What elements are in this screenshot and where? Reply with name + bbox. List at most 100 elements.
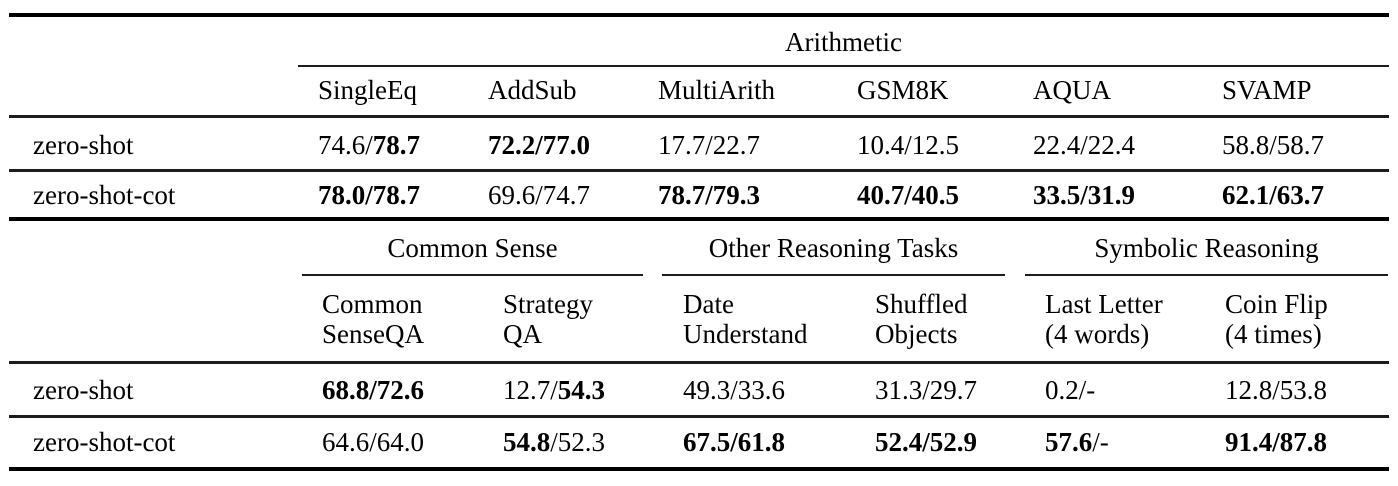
score-cell: 91.4/87.8 xyxy=(1225,428,1327,456)
header-line: Shuffled xyxy=(875,289,968,319)
score-first: 68.8 xyxy=(322,375,370,405)
score-first: 12.7 xyxy=(503,375,551,405)
header-line: Date xyxy=(683,289,734,319)
score-slash: / xyxy=(904,180,912,210)
score-slash: / xyxy=(535,180,543,210)
score-first: 72.2 xyxy=(488,130,536,160)
row-label: zero-shot xyxy=(33,375,134,405)
score-slash: / xyxy=(369,375,377,405)
score-cell: 68.8/72.6 xyxy=(322,376,424,404)
score-slash: / xyxy=(550,375,558,405)
score-second: 22.7 xyxy=(712,130,761,160)
score-second: 33.6 xyxy=(737,375,786,405)
score-slash: / xyxy=(922,375,930,405)
score-second: 64.0 xyxy=(376,427,425,457)
score-cell: 64.6/64.0 xyxy=(322,428,424,456)
score-slash: / xyxy=(730,375,738,405)
score-cell: 40.7/40.5 xyxy=(857,181,959,209)
score-second: 29.7 xyxy=(929,375,978,405)
score-first: 74.6 xyxy=(318,130,366,160)
group-header-symbolic-reasoning: Symbolic Reasoning xyxy=(1094,233,1319,263)
other-reasoning-underline xyxy=(662,274,1005,276)
score-cell: 54.8/52.3 xyxy=(503,428,605,456)
score-slash: / xyxy=(1092,427,1100,457)
score-slash: / xyxy=(1272,427,1280,457)
bottom-header-rule xyxy=(9,361,1389,364)
score-first: 58.8 xyxy=(1222,130,1270,160)
score-slash: / xyxy=(705,180,713,210)
top-zero-shot-row: zero-shot 74.6/78.7 72.2/77.0 17.7/22.7 … xyxy=(0,131,1398,159)
common-sense-underline xyxy=(302,274,643,276)
score-slash: / xyxy=(365,130,373,160)
group-header-arithmetic: Arithmetic xyxy=(785,27,902,57)
score-second: - xyxy=(1099,427,1109,457)
score-second: 79.3 xyxy=(712,180,761,210)
score-cell: 57.6/- xyxy=(1045,428,1109,456)
score-second: 72.6 xyxy=(376,375,425,405)
score-cell: 78.7/79.3 xyxy=(658,181,760,209)
column-header-strategyqa: Strategy QA xyxy=(503,289,593,349)
score-first: 22.4 xyxy=(1033,130,1081,160)
score-second: 63.7 xyxy=(1276,180,1325,210)
score-cell: 62.1/63.7 xyxy=(1222,181,1324,209)
score-cell: 10.4/12.5 xyxy=(857,131,959,159)
column-header-commonsenseqa: Common SenseQA xyxy=(322,289,424,349)
score-slash: / xyxy=(1269,130,1277,160)
score-first: 57.6 xyxy=(1045,427,1093,457)
score-slash: / xyxy=(365,180,373,210)
score-first: 67.5 xyxy=(683,427,731,457)
arithmetic-underline xyxy=(298,65,1389,67)
header-line: Strategy xyxy=(503,289,593,319)
score-cell: 74.6/78.7 xyxy=(318,131,420,159)
score-slash: / xyxy=(550,427,558,457)
row-label: zero-shot-cot xyxy=(33,180,176,210)
score-first: 0.2 xyxy=(1045,375,1079,405)
row-label: zero-shot xyxy=(33,130,134,160)
score-slash: / xyxy=(1269,180,1277,210)
score-first: 54.8 xyxy=(503,427,551,457)
score-first: 52.4 xyxy=(875,427,923,457)
score-first: 78.0 xyxy=(318,180,366,210)
score-second: 52.9 xyxy=(929,427,978,457)
score-first: 78.7 xyxy=(658,180,706,210)
score-slash: / xyxy=(1080,180,1088,210)
score-second: 12.5 xyxy=(911,130,960,160)
column-header-date-understand: Date Understand xyxy=(683,289,807,349)
score-first: 91.4 xyxy=(1225,427,1273,457)
score-second: 77.0 xyxy=(542,130,591,160)
score-slash: / xyxy=(369,427,377,457)
score-slash: / xyxy=(535,130,543,160)
top-column-header-row: SingleEq AddSub MultiArith GSM8K AQUA SV… xyxy=(0,76,1398,104)
score-second: 40.5 xyxy=(911,180,960,210)
score-second: 22.4 xyxy=(1087,130,1136,160)
score-cell: 58.8/58.7 xyxy=(1222,131,1324,159)
score-second: 87.8 xyxy=(1279,427,1328,457)
score-slash: / xyxy=(1272,375,1280,405)
score-slash: / xyxy=(904,130,912,160)
header-line: Common xyxy=(322,289,423,319)
header-line: SenseQA xyxy=(322,319,424,349)
bottom-row-divider xyxy=(9,415,1389,418)
column-header-gsm8k: GSM8K xyxy=(857,75,949,105)
bottom-zero-shot-row: zero-shot 68.8/72.6 12.7/54.3 49.3/33.6 … xyxy=(0,376,1398,404)
symbolic-reasoning-underline xyxy=(1025,274,1388,276)
score-first: 17.7 xyxy=(658,130,706,160)
score-cell: 17.7/22.7 xyxy=(658,131,760,159)
score-cell: 0.2/- xyxy=(1045,376,1095,404)
column-header-shuffled-objects: Shuffled Objects xyxy=(875,289,968,349)
score-slash: / xyxy=(1080,130,1088,160)
score-first: 33.5 xyxy=(1033,180,1081,210)
score-first: 49.3 xyxy=(683,375,731,405)
group-header-common-sense: Common Sense xyxy=(387,233,558,263)
score-cell: 12.8/53.8 xyxy=(1225,376,1327,404)
score-first: 12.8 xyxy=(1225,375,1273,405)
section-divider-rule xyxy=(9,217,1389,221)
bottom-zero-shot-cot-row: zero-shot-cot 64.6/64.0 54.8/52.3 67.5/6… xyxy=(0,428,1398,456)
score-second: 78.7 xyxy=(372,180,421,210)
column-header-multiarith: MultiArith xyxy=(658,75,776,105)
score-cell: 78.0/78.7 xyxy=(318,181,420,209)
top-row-divider xyxy=(9,169,1389,172)
header-line: (4 times) xyxy=(1225,319,1322,349)
table-top-rule xyxy=(9,13,1389,17)
